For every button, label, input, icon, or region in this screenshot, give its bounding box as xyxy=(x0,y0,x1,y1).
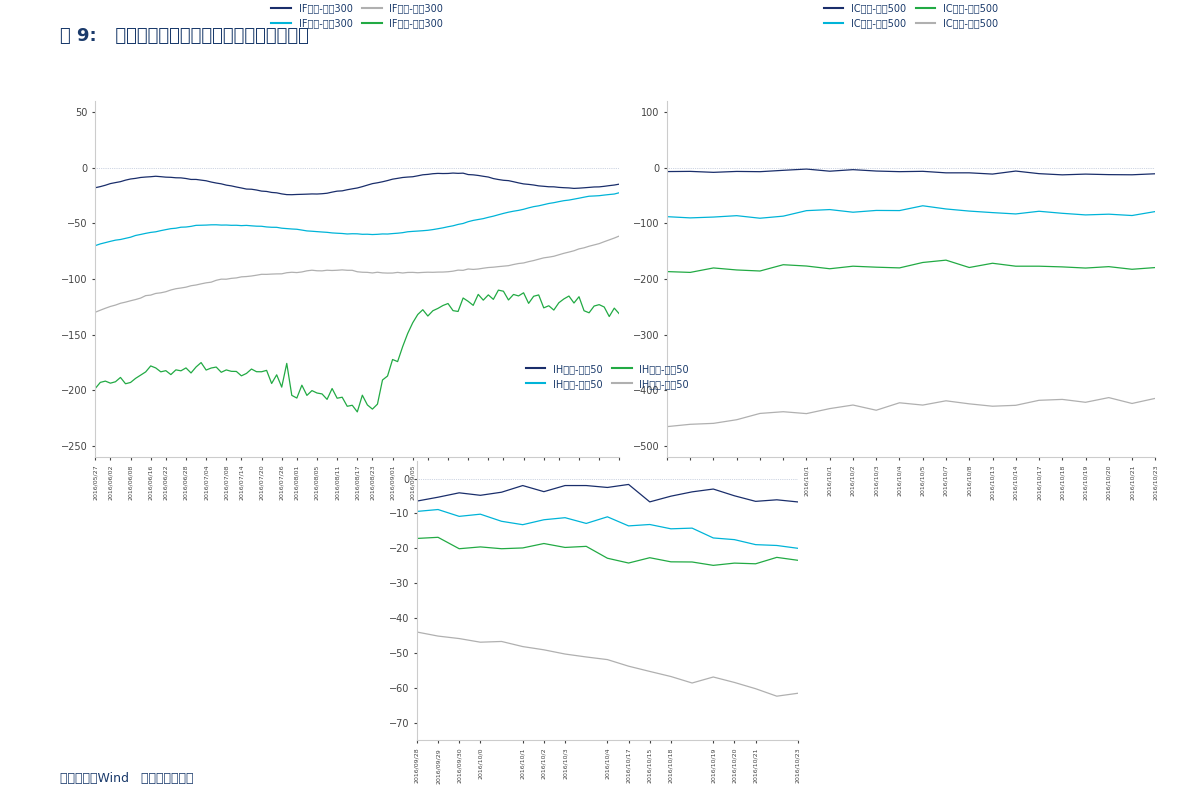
Text: 数据来源：Wind   中信期货研究部: 数据来源：Wind 中信期货研究部 xyxy=(60,772,193,785)
Legend: IF当月-沪深300, IF次月-沪深300, IF当季-沪深300, IF下季-沪深300: IF当月-沪深300, IF次月-沪深300, IF当季-沪深300, IF下季… xyxy=(268,0,447,32)
Text: 图 9:   三大期指基差变化以及主力合约修正基差: 图 9: 三大期指基差变化以及主力合约修正基差 xyxy=(60,28,308,45)
Legend: IC当月-中证500, IC次月-中证500, IC当季-中证500, IC下季-中证500: IC当月-中证500, IC次月-中证500, IC当季-中证500, IC下季… xyxy=(821,0,1002,32)
Legend: IH当月-上证50, IH次月-上证50, IH当季-上证50, IH下季-上证50: IH当月-上证50, IH次月-上证50, IH当季-上证50, IH下季-上证… xyxy=(522,360,693,392)
